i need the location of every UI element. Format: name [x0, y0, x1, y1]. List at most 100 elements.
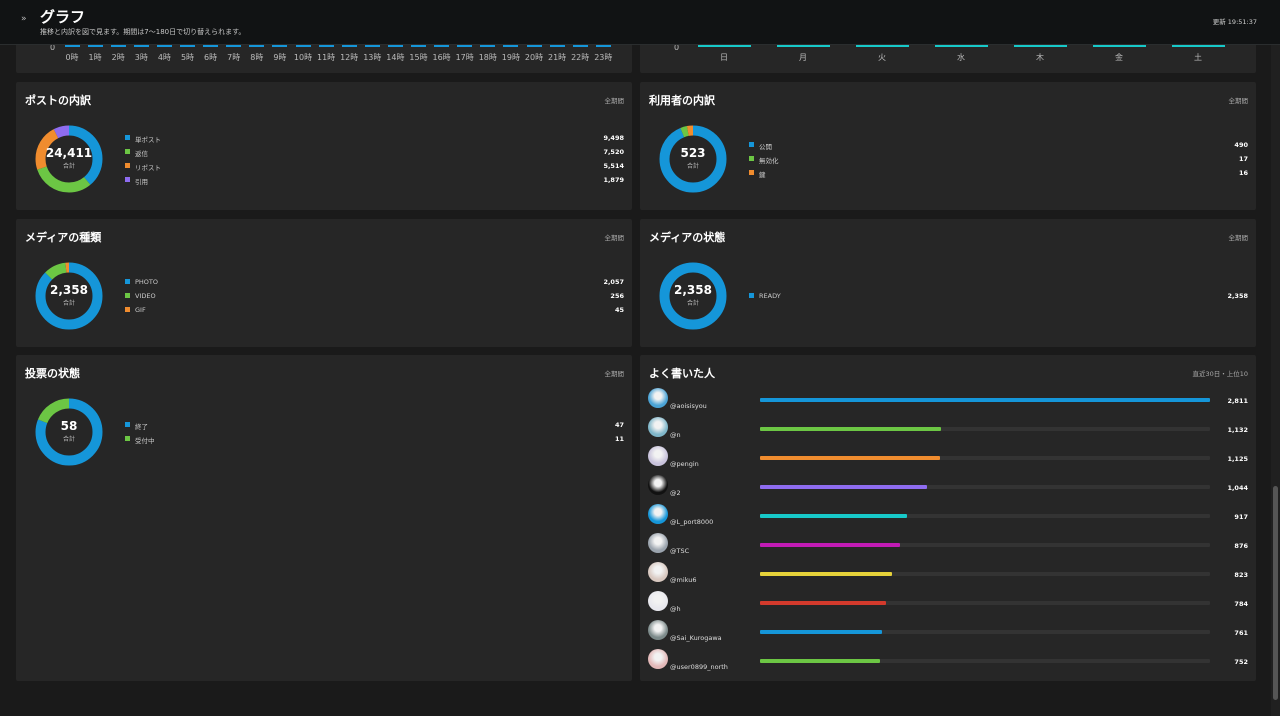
donut-total: 523 — [680, 146, 706, 160]
page-title: グラフ — [40, 8, 86, 26]
writer-handle[interactable]: @user0899_north — [670, 663, 728, 671]
legend-value: 256 — [610, 292, 624, 300]
donut-segment-2 — [35, 262, 103, 330]
page-subtitle: 推移と内訳を図で見ます。期間は7〜180日で切り替えられます。 — [40, 28, 246, 36]
writer-bar-track — [760, 601, 1210, 605]
legend-label: 終了 — [135, 423, 148, 431]
legend-swatch — [749, 170, 754, 175]
writer-handle[interactable]: @TSC — [670, 547, 690, 555]
legend-label: リポスト — [135, 164, 161, 172]
writer-bar-track — [760, 630, 1210, 634]
hour-tick-label: 7時 — [227, 53, 241, 62]
top-writer-row[interactable]: @TSC 876 — [640, 533, 1256, 562]
top-writer-row[interactable]: @pengin 1,125 — [640, 446, 1256, 475]
hour-bar — [572, 44, 588, 47]
avatar[interactable] — [648, 388, 668, 408]
panel-title: ポストの内訳 — [25, 94, 91, 107]
donut-total-label: 合計 — [686, 300, 699, 307]
avatar[interactable] — [648, 504, 668, 524]
hour-bar — [318, 44, 334, 47]
legend-value: 16 — [1238, 169, 1248, 177]
hour-tick-label: 1時 — [88, 53, 102, 62]
writer-handle[interactable]: @L_port8000 — [670, 518, 714, 526]
writer-bar — [760, 427, 942, 431]
hour-tick-label: 0時 — [65, 53, 79, 62]
top-writer-row[interactable]: @user0899_north 752 — [640, 649, 1256, 678]
top-writer-row[interactable]: @2 1,044 — [640, 475, 1256, 504]
writer-handle[interactable]: @n — [670, 431, 681, 439]
top-writer-row[interactable]: @L_port8000 917 — [640, 504, 1256, 533]
writer-handle[interactable]: @Sai_Kurogawa — [670, 634, 722, 642]
legend-value: 490 — [1234, 141, 1248, 149]
donut-segment-0 — [659, 262, 727, 330]
writer-count: 784 — [1234, 600, 1248, 608]
writer-handle[interactable]: @pengin — [670, 460, 699, 468]
top-writer-row[interactable]: @miku6 823 — [640, 562, 1256, 591]
page-scrollbar[interactable] — [1271, 0, 1280, 716]
writer-handle[interactable]: @aoisisyou — [670, 402, 707, 410]
sidebar-toggle-icon[interactable]: » — [21, 14, 27, 24]
donut-total-label: 合計 — [62, 163, 75, 170]
panel-range: 全期間 — [604, 370, 625, 378]
users-donut-chart: 523 合計 — [658, 124, 728, 194]
weekday-y-zero: 0 — [674, 43, 680, 52]
hour-tick-label: 22時 — [571, 53, 590, 62]
writer-handle[interactable]: @miku6 — [670, 576, 697, 584]
scrollbar-thumb[interactable] — [1273, 486, 1278, 700]
avatar[interactable] — [648, 620, 668, 640]
weekday-bar — [855, 44, 909, 47]
writer-bar — [760, 543, 901, 547]
hour-tick-label: 15時 — [409, 53, 428, 62]
donut-total-label: 合計 — [62, 436, 75, 443]
weekday-bar — [1171, 44, 1225, 47]
page-header: » グラフ 推移と内訳を図で見ます。期間は7〜180日で切り替えられます。 更新… — [0, 0, 1280, 45]
writer-bar-track — [760, 572, 1210, 576]
top-writer-row[interactable]: @aoisisyou 2,811 — [640, 388, 1256, 417]
writer-handle[interactable]: @2 — [670, 489, 681, 497]
panel-range: 全期間 — [1228, 234, 1249, 242]
avatar[interactable] — [648, 591, 668, 611]
hour-bar — [295, 44, 311, 47]
legend-value: 2,358 — [1227, 292, 1248, 300]
hour-tick-label: 18時 — [478, 53, 497, 62]
writer-count: 876 — [1234, 542, 1248, 550]
writer-bar-track — [760, 427, 1210, 431]
avatar[interactable] — [648, 533, 668, 553]
panel-title: メディアの種類 — [25, 231, 102, 244]
writer-bar — [760, 630, 882, 634]
legend-value: 2,057 — [603, 278, 624, 286]
top-writer-row[interactable]: @Sai_Kurogawa 761 — [640, 620, 1256, 649]
weekday-tick-label: 日 — [720, 53, 728, 62]
writer-bar — [760, 398, 1210, 402]
legend-value: 47 — [614, 421, 624, 429]
legend-swatch — [125, 307, 130, 312]
avatar[interactable] — [648, 417, 668, 437]
legend-label: 返信 — [135, 150, 148, 158]
avatar[interactable] — [648, 446, 668, 466]
panel-range: 全期間 — [1228, 97, 1249, 105]
avatar[interactable] — [648, 562, 668, 582]
writer-bar-track — [760, 659, 1210, 663]
legend-swatch — [749, 142, 754, 147]
legend-swatch — [125, 279, 130, 284]
hour-tick-label: 20時 — [524, 53, 544, 62]
hour-bar — [110, 44, 126, 47]
hour-tick-label: 21時 — [548, 53, 567, 62]
avatar[interactable] — [648, 475, 668, 495]
hour-bar — [411, 44, 426, 47]
writer-count: 752 — [1234, 658, 1248, 666]
hour-bar — [364, 44, 380, 47]
weekday-tick-label: 火 — [878, 53, 886, 62]
media-status-panel: メディアの状態 全期間 2,358 合計 READY 2,358 — [640, 219, 1256, 347]
top-writer-row[interactable]: @n 1,132 — [640, 417, 1256, 446]
top-writer-row[interactable]: @h 784 — [640, 591, 1256, 620]
avatar[interactable] — [648, 649, 668, 669]
legend-swatch — [125, 163, 130, 168]
writer-bar — [760, 572, 892, 576]
writer-handle[interactable]: @h — [670, 605, 681, 613]
hour-tick-label: 13時 — [363, 53, 382, 62]
writer-count: 917 — [1234, 513, 1248, 521]
hour-bar — [503, 44, 519, 47]
posts-breakdown-panel: ポストの内訳 全期間 24,411 合計 単ポスト 9,498 返信 7,520 リポス… — [16, 82, 632, 210]
hour-tick-label: 17時 — [455, 53, 474, 62]
